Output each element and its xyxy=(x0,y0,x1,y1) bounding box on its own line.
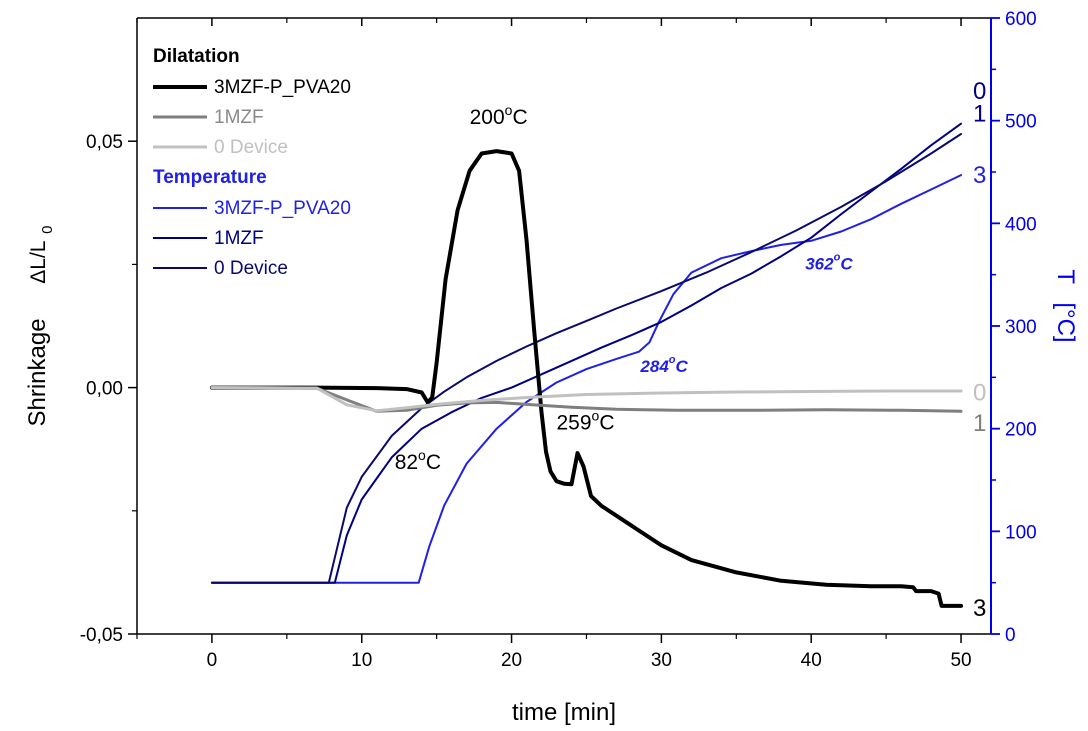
series-line-dilatation-1mzf xyxy=(210,386,963,413)
series-line-dilatation-0-device xyxy=(210,386,963,413)
x-tick-label: 0 xyxy=(207,650,218,671)
y-right-title-main: T xyxy=(1052,269,1079,284)
legend-label-dilatation-0-device: 0 Device xyxy=(214,137,288,158)
y-right-tick-label: 100 xyxy=(1005,522,1037,543)
y-right-tick-label: 500 xyxy=(1005,112,1037,133)
x-tick-label: 50 xyxy=(950,650,971,671)
y-left-title-symbol: ΔL/L xyxy=(27,241,50,284)
legend-label-dilatation-3mzf-p-pva20: 3MZF-P_PVA20 xyxy=(214,77,351,98)
x-tick-label: 40 xyxy=(801,650,822,671)
legend-header-temperature: Temperature xyxy=(153,167,267,188)
end-label-e3bot: 3 xyxy=(973,595,986,622)
series-line-temperature-0-device xyxy=(210,133,962,584)
annotation-a82: 82oC xyxy=(395,447,441,474)
y-right-tick-label: 200 xyxy=(1005,420,1037,441)
series-line-dilatation-3mzf-p-pva20 xyxy=(209,149,963,608)
y-right-tick-label: 0 xyxy=(1005,625,1016,646)
x-tick-label: 20 xyxy=(501,650,522,671)
series-layer xyxy=(209,122,963,608)
series-line-temperature-1mzf xyxy=(210,122,962,584)
series-line-temperature-3mzf-p-pva20 xyxy=(210,174,962,584)
end-label-e1bot: 1 xyxy=(973,410,986,437)
x-tick-label: 10 xyxy=(351,650,372,671)
legend-label-temperature-0-device: 0 Device xyxy=(214,258,288,279)
end-label-e0bot: 0 xyxy=(973,380,986,407)
y-left-tick-label: 0,05 xyxy=(86,132,123,153)
annotation-a362: 362oC xyxy=(805,252,853,274)
end-label-e0top: 0 xyxy=(973,78,986,105)
ticks-layer: 0 10 20 30 40 50-0,050,000,050100200300400500… xyxy=(80,9,1037,671)
legend: Dilatation 3MZF-P_PVA20 1MZF 0 Device Temper… xyxy=(153,46,351,279)
y-axis-right-title: T [°C] xyxy=(1052,269,1079,342)
y-left-title-main: Shrinkage xyxy=(24,318,51,426)
annotation-a200: 200oC xyxy=(470,102,528,129)
svg-text:T [°C]: T [°C] xyxy=(1052,269,1079,342)
annotation-a284: 284oC xyxy=(639,354,688,376)
legend-label-temperature-3mzf-p-pva20: 3MZF-P_PVA20 xyxy=(214,198,351,219)
legend-header-dilatation: Dilatation xyxy=(153,46,240,67)
end-label-e1top: 1 xyxy=(973,100,986,127)
y-right-title-unit: [°C] xyxy=(1052,302,1079,342)
y-left-tick-label: 0,00 xyxy=(86,379,123,400)
y-axis-left-title: Shrinkage ΔL/L 0 xyxy=(24,226,56,427)
y-right-tick-label: 600 xyxy=(1005,9,1037,30)
svg-text:Shrinkage ΔL/L 0: Shrinkage ΔL/L 0 xyxy=(24,226,56,427)
x-axis-title: time [min] xyxy=(512,699,616,726)
annotation-a259: 259oC xyxy=(557,407,615,434)
y-left-tick-label: -0,05 xyxy=(80,625,123,646)
legend-label-temperature-1mzf: 1MZF xyxy=(214,228,264,249)
y-left-title-sub: 0 xyxy=(39,226,56,234)
y-right-tick-label: 300 xyxy=(1005,317,1037,338)
y-right-tick-label: 400 xyxy=(1005,214,1037,235)
x-tick-label: 30 xyxy=(651,650,672,671)
end-label-e3top: 3 xyxy=(973,162,986,189)
legend-label-dilatation-1mzf: 1MZF xyxy=(214,107,264,128)
